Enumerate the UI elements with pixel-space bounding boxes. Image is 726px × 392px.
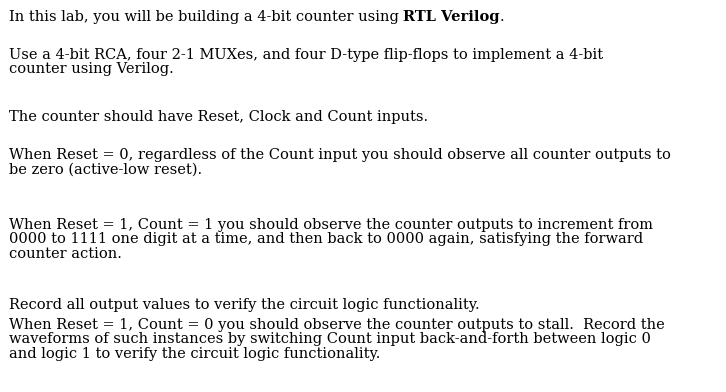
Text: be zero (active-low reset).: be zero (active-low reset). <box>9 163 202 176</box>
Text: and logic 1 to verify the circuit logic functionality.: and logic 1 to verify the circuit logic … <box>9 347 380 361</box>
Text: Use a 4-bit RCA, four 2-1 MUXes, and four D-type flip-flops to implement a 4-bit: Use a 4-bit RCA, four 2-1 MUXes, and fou… <box>9 48 603 62</box>
Text: When Reset = 1, Count = 1 you should observe the counter outputs to increment fr: When Reset = 1, Count = 1 you should obs… <box>9 218 653 232</box>
Text: waveforms of such instances by switching Count input back-and-forth between logi: waveforms of such instances by switching… <box>9 332 650 347</box>
Text: When Reset = 0, regardless of the Count input you should observe all counter out: When Reset = 0, regardless of the Count … <box>9 148 671 162</box>
Text: When Reset = 1, Count = 0 you should observe the counter outputs to stall.  Reco: When Reset = 1, Count = 0 you should obs… <box>9 318 664 332</box>
Text: RTL Verilog: RTL Verilog <box>403 10 499 24</box>
Text: counter action.: counter action. <box>9 247 121 261</box>
Text: .: . <box>499 10 505 24</box>
Text: 0000 to 1111 one digit at a time, and then back to 0000 again, satisfying the fo: 0000 to 1111 one digit at a time, and th… <box>9 232 643 247</box>
Text: The counter should have Reset, Clock and Count inputs.: The counter should have Reset, Clock and… <box>9 110 428 124</box>
Text: counter using Verilog.: counter using Verilog. <box>9 62 174 76</box>
Text: In this lab, you will be building a 4-bit counter using: In this lab, you will be building a 4-bi… <box>9 10 403 24</box>
Text: Record all output values to verify the circuit logic functionality.: Record all output values to verify the c… <box>9 298 479 312</box>
